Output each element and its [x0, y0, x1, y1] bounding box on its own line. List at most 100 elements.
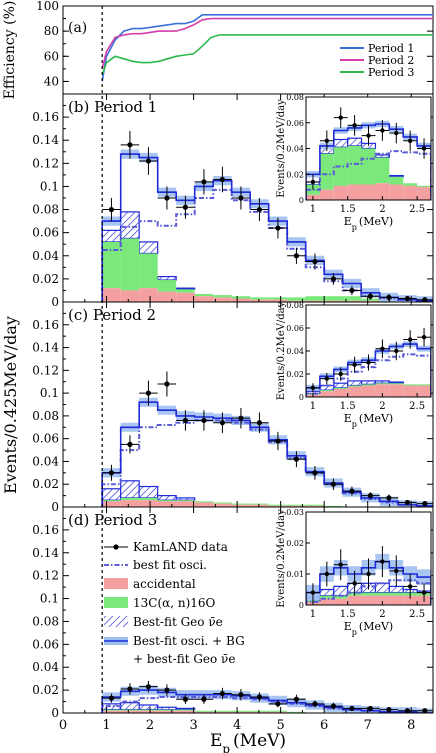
data-point: [421, 335, 427, 340]
c13-bar: [361, 384, 376, 386]
inset-plot: [306, 107, 431, 200]
accidental-bar: [389, 384, 404, 397]
data-point: [407, 584, 413, 589]
data-point: [275, 225, 281, 231]
y-axis-label-a: Efficiency (%): [2, 1, 18, 100]
data-point: [394, 568, 399, 574]
data-point: [275, 701, 281, 707]
accidental-bar: [375, 595, 390, 605]
data-point: [108, 470, 115, 476]
data-point: [201, 696, 207, 702]
inset-x-tick-label: 2: [379, 609, 385, 620]
accidental-bar: [176, 292, 195, 302]
inset-y-tick-label: 0.02: [286, 370, 304, 379]
data-point: [145, 684, 152, 690]
c13-bar: [102, 241, 121, 289]
inset-y-tick-label: 0.08: [286, 301, 304, 310]
c13-bar: [361, 148, 376, 185]
c13-bar: [306, 184, 320, 195]
geo-bar: [175, 497, 196, 501]
y-tick-label: 0.1: [40, 592, 59, 606]
data-point: [349, 705, 355, 712]
data-point: [330, 276, 337, 282]
data-point: [338, 115, 343, 120]
y-tick-label: 0: [51, 500, 59, 514]
accidental-bar: [120, 290, 140, 302]
legend-label-geo: Best-fit Geo ν̄e: [133, 615, 223, 629]
data-point: [310, 590, 316, 595]
y-tick-label: 0.16: [32, 318, 59, 332]
x-axis-label: Ep (MeV): [210, 731, 286, 753]
inset: 1 1.5 2 2.5 0 0.02 0.04 0.06 0.08 Ep (MeV) Events/0…: [276, 93, 432, 232]
accidental-bar: [194, 711, 214, 713]
accidental-bar: [389, 595, 404, 605]
inset-y-tick-label: 0: [299, 196, 304, 205]
geo-bar: [333, 585, 349, 597]
data-point: [386, 706, 392, 713]
total-line: [101, 401, 433, 507]
best-fit-osci-line: [101, 419, 433, 507]
accidental-bar: [194, 296, 214, 302]
data-point: [293, 696, 300, 702]
accidental-bar: [250, 504, 269, 507]
accidental-bar: [102, 710, 121, 713]
geo-bar: [175, 707, 196, 711]
data-point: [349, 287, 355, 294]
inset-y-tick-label: 0.06: [286, 119, 304, 128]
data-point: [380, 128, 385, 133]
legend-label-total: Best-fit osci. + BG: [133, 634, 245, 648]
c13-bar: [319, 595, 334, 599]
legend-c13-swatch: [104, 597, 128, 608]
panel-label: (d) Period 3: [68, 511, 157, 529]
data-point: [330, 703, 337, 709]
accidental-bar: [268, 711, 288, 713]
inset-y-tick-label: 0.01: [286, 570, 304, 579]
legend-label-kamland: KamLAND data: [133, 540, 228, 554]
c13-bar: [213, 295, 232, 298]
accidental-bar: [417, 385, 431, 397]
c13-bar: [347, 145, 362, 185]
c13-bar: [347, 385, 362, 387]
legend-label-period-1: Period 1: [368, 42, 414, 55]
series-line-period-1: [101, 14, 433, 82]
y-tick-label: 0.12: [32, 569, 59, 583]
accidental-bar: [361, 184, 376, 200]
c13-bar: [250, 297, 269, 300]
c13-bar: [324, 505, 343, 507]
data-point: [367, 705, 374, 712]
y-tick-label: 0.12: [32, 156, 59, 170]
best-fit-osci-line: [306, 150, 431, 200]
data-point: [312, 470, 318, 476]
geo-bar: [138, 241, 159, 255]
accidental-bar: [305, 300, 325, 302]
panel-label-a: (a): [68, 20, 87, 36]
data-point: [380, 346, 385, 351]
c13-bar: [305, 296, 325, 301]
y-tick-label: 60: [44, 49, 59, 63]
c13-bar: [194, 293, 214, 297]
accidental-bar: [120, 500, 140, 507]
accidental-bar: [268, 299, 288, 302]
data-point: [338, 562, 343, 567]
accidental-bar: [231, 711, 251, 713]
accidental-bar: [333, 388, 348, 397]
accidental-bar: [333, 185, 348, 200]
data-point: [338, 371, 343, 377]
total-line: [101, 153, 433, 302]
c13-bar: [333, 595, 348, 599]
geo-bar: [388, 585, 404, 594]
panel-3: 0 0.02 0.04 0.06 0.08 0.1 0.12 0.14 0.16 (d) Peri…: [32, 506, 434, 720]
geo-bar: [101, 229, 122, 243]
c13-bar: [324, 296, 343, 301]
c13-bar: [319, 390, 334, 392]
c13-bar: [231, 296, 251, 299]
x-tick-label: 1: [102, 718, 110, 733]
accidental-bar: [319, 391, 334, 397]
geo-bar: [138, 704, 159, 711]
legend-label-period-2: Period 2: [368, 54, 414, 67]
geo-bar: [101, 488, 122, 501]
geo-bar: [319, 588, 335, 597]
data-point: [238, 415, 244, 421]
inset-y-label: Events/0.2MeV/day: [276, 509, 287, 608]
c13-bar: [417, 185, 431, 188]
